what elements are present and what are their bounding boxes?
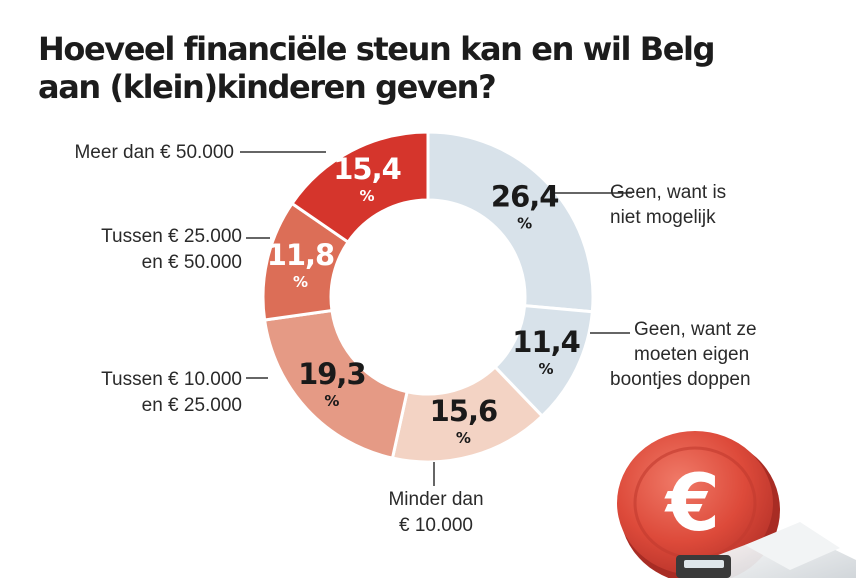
category-label-line: Geen, want is	[610, 182, 726, 203]
category-label-line: en € 25.000	[142, 395, 242, 416]
category-label-line: boontjes doppen	[610, 369, 751, 390]
coin-face	[617, 431, 773, 575]
category-label-line: € 10.000	[399, 515, 473, 536]
slice-category-label: Minder dan € 10.000	[388, 489, 483, 536]
donut-slice-6	[289, 130, 430, 245]
slice-percent-sign: %	[293, 273, 308, 291]
slice-value-label: 11,8	[267, 238, 335, 272]
category-label-line: Tussen € 10.000	[101, 369, 242, 390]
slice-value-label: 15,4	[333, 152, 401, 186]
slice-value-label: 26,4	[491, 180, 559, 214]
slice-category-label: Geen, want is niet mogelijk	[610, 182, 726, 228]
slice-value-label: 11,4	[512, 325, 580, 359]
category-label-line: Geen, want ze	[634, 319, 757, 340]
slice-category-label: Tussen € 10.000 en € 25.000	[101, 369, 242, 416]
donut-slice-1	[426, 130, 595, 314]
euro-symbol: €	[664, 459, 720, 549]
category-label-line: Minder dan	[388, 489, 483, 510]
chart-title-line1: Hoeveel financiële steun kan en wil Belg	[38, 30, 716, 68]
slice-percent-sign: %	[539, 360, 554, 378]
chart-title: Hoeveel financiële steun kan en wil Belg…	[38, 30, 798, 106]
category-label-line: en € 50.000	[142, 252, 242, 273]
chart-title-line2: aan (klein)kinderen geven?	[38, 68, 497, 106]
slice-percent-sign: %	[324, 392, 339, 410]
category-label-line: Meer dan € 50.000	[74, 142, 234, 163]
slice-percent-sign: %	[456, 429, 471, 447]
slice-category-label: Geen, want ze moeten eigen boontjes doppen	[610, 319, 757, 390]
slice-value-label: 15,6	[430, 394, 498, 428]
slice-category-label: Tussen € 25.000 en € 50.000	[101, 226, 242, 273]
slice-percent-sign: %	[359, 187, 374, 205]
slice-value-label: 19,3	[298, 357, 366, 391]
slice-category-label: Meer dan € 50.000	[74, 142, 234, 163]
category-label-line: Tussen € 25.000	[101, 226, 242, 247]
euro-coin-icon: €	[617, 431, 856, 578]
category-label-line: niet mogelijk	[610, 207, 716, 228]
slice-percent-sign: %	[517, 215, 532, 233]
category-label-line: moeten eigen	[634, 344, 749, 365]
